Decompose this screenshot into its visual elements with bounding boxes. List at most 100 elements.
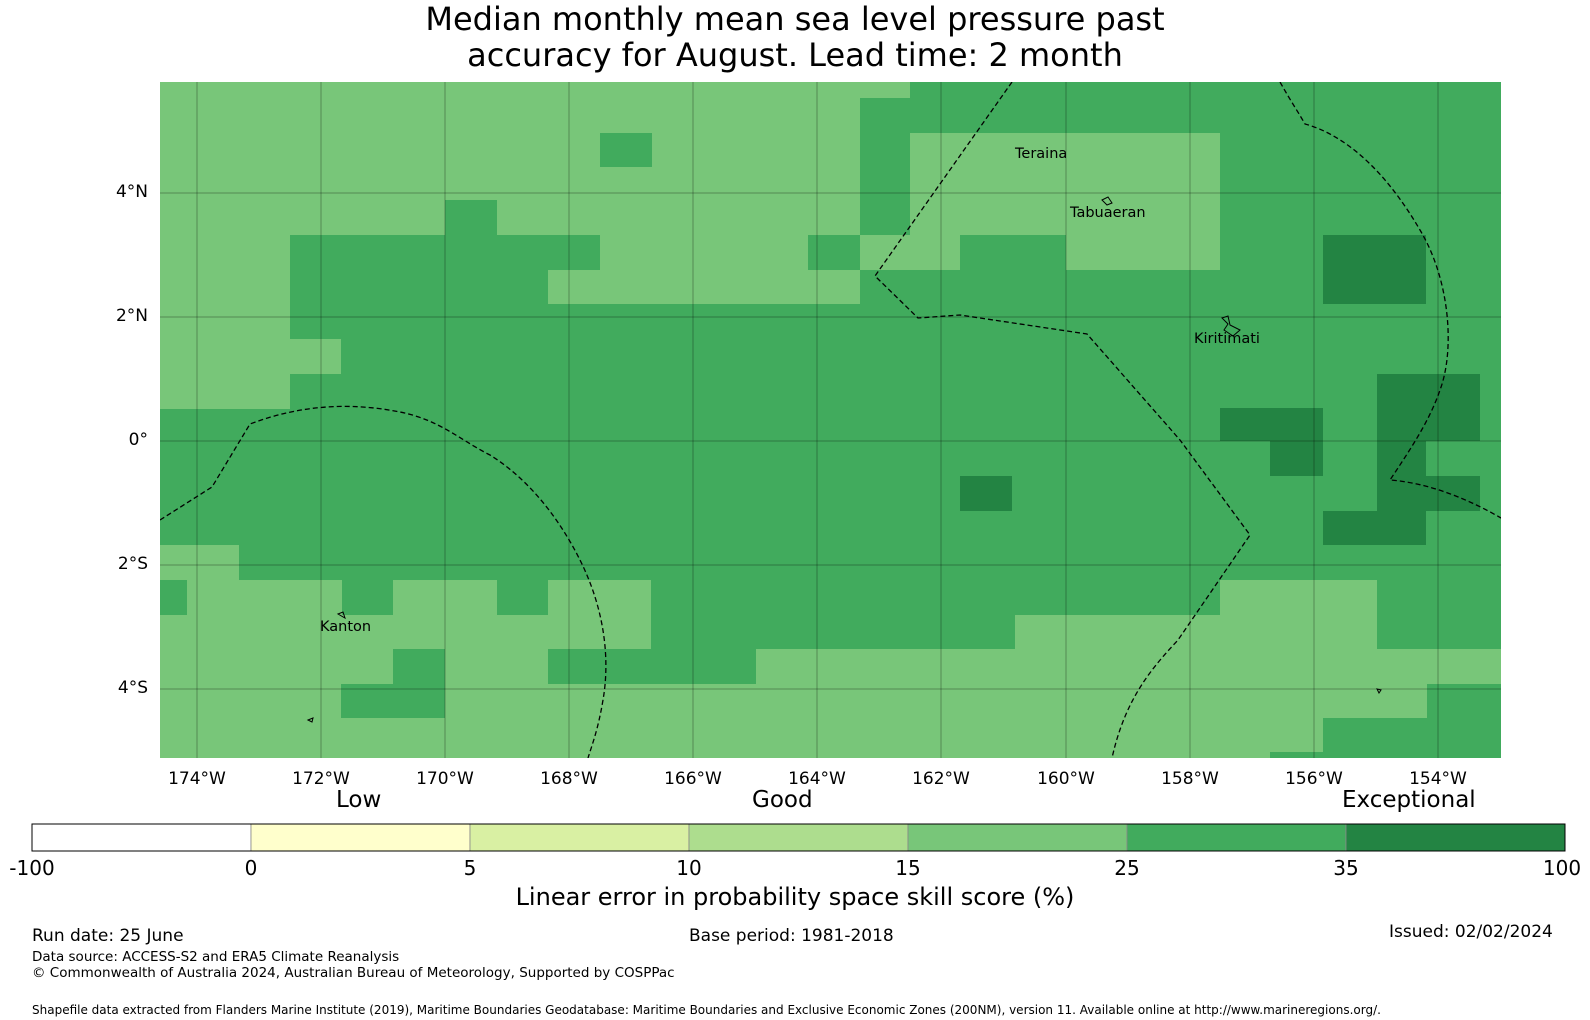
skill-cell-region [160, 649, 393, 684]
skill-cell-region [860, 200, 910, 235]
skill-cell-region [1377, 441, 1426, 476]
skill-cell-region [548, 580, 651, 615]
skill-cell-region [290, 270, 548, 339]
lon-label: 168°W [540, 769, 598, 789]
place-label-tabuaeran: Tabuaeran [1070, 205, 1146, 221]
colorbar-title: Linear error in probability space skill … [515, 883, 1075, 911]
skill-cell-region [445, 200, 497, 235]
lat-label-0: 0° [128, 430, 148, 450]
skill-cell-region [1066, 235, 1220, 270]
lat-label-2n: 2°N [115, 306, 148, 326]
colorbar-tick-label: 0 [244, 856, 258, 880]
skill-cell-region [497, 200, 860, 235]
category-label-good: Good [752, 787, 813, 813]
skill-cell-region [1220, 82, 1501, 166]
skill-cell-region [160, 200, 445, 235]
run-date: Run date: 25 June [32, 926, 184, 946]
colorbar-tick-label: 10 [676, 856, 702, 880]
skill-cell-region [1377, 615, 1501, 649]
eez-boundary-kanton [160, 405, 607, 758]
lon-label: 160°W [1037, 769, 1095, 789]
copyright: © Commonwealth of Australia 2024, Austra… [32, 965, 675, 981]
skill-cell-region [1270, 441, 1323, 476]
lon-label: 154°W [1409, 769, 1467, 789]
skill-cell-region [860, 82, 910, 98]
skill-cell-region [960, 476, 1012, 511]
skill-cell-region [342, 684, 393, 718]
skill-cell-region [1427, 684, 1501, 718]
skill-cell-region [1377, 476, 1480, 511]
colorbar-segment [1126, 823, 1347, 852]
skill-cell-region [1377, 374, 1480, 441]
skill-cell-region [290, 235, 600, 270]
lon-label: 162°W [912, 769, 970, 789]
place-label-teraina: Teraina [1015, 146, 1068, 162]
skill-cell-region [960, 235, 1066, 270]
colorbar-segment [688, 823, 909, 852]
skill-cell-region [187, 580, 342, 615]
colorbar-segment [907, 823, 1128, 852]
colorbar-tick-label: -100 [9, 856, 55, 880]
island-small [1376, 688, 1382, 694]
place-label-kiritimati: Kiritimati [1194, 331, 1260, 347]
skill-cell-region [548, 649, 756, 684]
skill-cell-region [910, 200, 960, 235]
skill-cell-region [1220, 580, 1377, 615]
skill-cell-region [808, 235, 860, 270]
island-kanton-shape [336, 611, 346, 620]
gridlines [160, 82, 1501, 758]
skill-cell-region [1323, 511, 1426, 545]
colorbar-tick-label: 25 [1114, 856, 1140, 880]
lat-label-2s: 2°S [117, 554, 148, 574]
skill-cell-region [160, 82, 860, 200]
skill-cell-region [160, 374, 290, 409]
skill-cell-region [1270, 752, 1323, 758]
lon-label: 170°W [416, 769, 474, 789]
skill-cell-region [445, 684, 1501, 718]
eez-boundaries [160, 82, 1501, 758]
colorbar [31, 823, 1566, 852]
lon-label: 166°W [664, 769, 722, 789]
skill-map [160, 82, 1501, 758]
skill-cell-region [160, 235, 290, 339]
skill-cell-region [445, 649, 548, 684]
skill-cell-region [600, 133, 652, 167]
skill-cell-region [342, 580, 393, 615]
colorbar-segment [31, 823, 252, 852]
issued-date: Issued: 02/02/2024 [1389, 922, 1553, 942]
skill-cell-region [910, 166, 1220, 200]
colorbar-segment [1345, 823, 1566, 852]
island-tabuaeran-shape [1101, 196, 1113, 206]
skill-cell-region [1323, 235, 1426, 304]
data-source: Data source: ACCESS-S2 and ERA5 Climate … [32, 949, 400, 965]
colorbar-tick-label: 35 [1333, 856, 1359, 880]
skill-cell-region [1323, 718, 1501, 758]
skill-cell-region [1220, 408, 1323, 441]
eez-boundary-line-islands [874, 82, 1251, 758]
skill-cell-region [160, 684, 341, 718]
base-period: Base period: 1981-2018 [689, 926, 894, 946]
map-title-line-1: Median monthly mean sea level pressure p… [425, 0, 1165, 38]
colorbar-outline [31, 823, 1566, 852]
map-title-line-2: accuracy for August. Lead time: 2 month [467, 36, 1123, 74]
skill-cell-region [160, 580, 187, 615]
skill-cell-region [393, 580, 497, 615]
skill-cell-region [497, 580, 548, 615]
skill-cell-region [860, 235, 960, 270]
skill-cell-region [756, 649, 1501, 684]
lat-label-4n: 4°N [115, 182, 148, 202]
lat-label-4s: 4°S [117, 678, 148, 698]
colorbar-tick-label: 15 [895, 856, 921, 880]
skill-cell-region [160, 615, 651, 649]
category-label-low: Low [336, 787, 382, 813]
eez-boundary-east [1279, 82, 1501, 519]
skill-cell-region [160, 718, 1323, 758]
lon-label: 172°W [292, 769, 350, 789]
island-small [306, 717, 314, 723]
place-label-kanton: Kanton [320, 619, 372, 635]
colorbar-tick-label: 5 [463, 856, 477, 880]
island-kiritimati-shape [1221, 315, 1241, 337]
lon-label: 174°W [168, 769, 226, 789]
skill-cell-region [960, 200, 1220, 235]
